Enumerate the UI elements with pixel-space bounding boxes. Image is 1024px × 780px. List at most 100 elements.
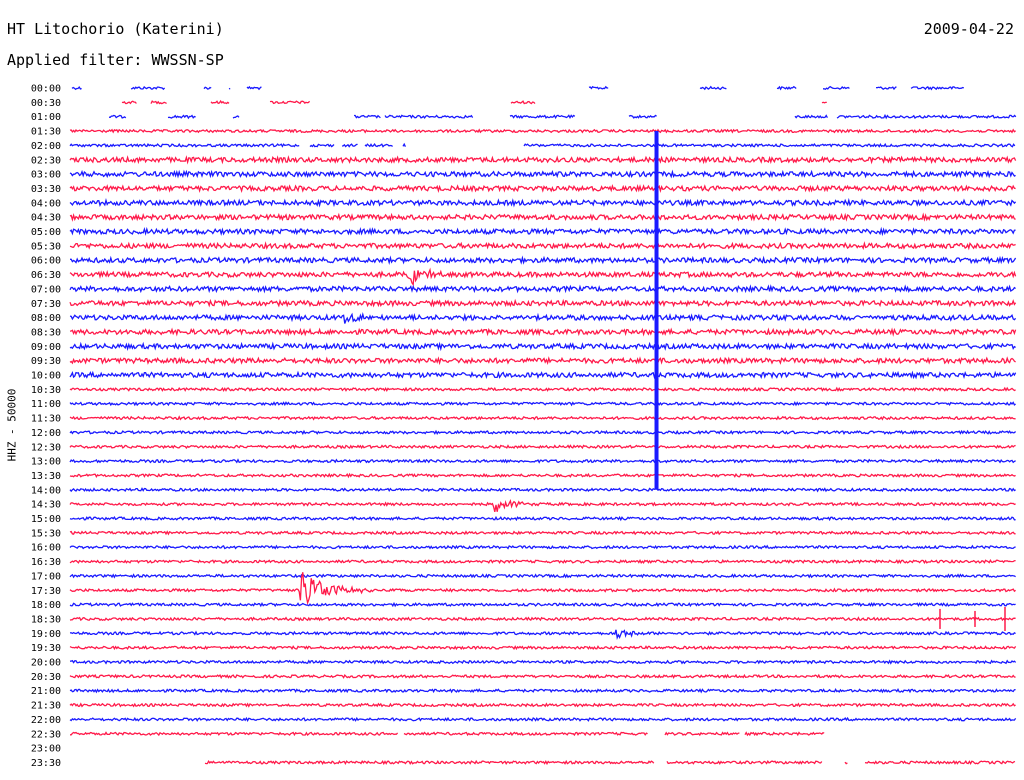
row-time-label: 02:30 — [31, 155, 61, 166]
seismic-trace — [776, 85, 797, 91]
seismic-trace — [70, 255, 1017, 265]
seismic-trace — [69, 472, 1016, 479]
seismic-trace — [69, 573, 1016, 579]
seismic-trace — [121, 100, 137, 105]
row-time-label: 11:00 — [31, 399, 61, 410]
row-time-label: 15:30 — [31, 528, 61, 539]
seismic-trace — [69, 429, 1017, 436]
row-time-label: 22:30 — [31, 729, 61, 740]
seismic-trace — [71, 86, 82, 91]
row-time-label: 13:30 — [31, 471, 61, 482]
row-time-label: 17:00 — [31, 571, 61, 582]
seismic-trace — [69, 572, 1016, 606]
seismic-trace — [69, 498, 1016, 513]
row-time-label: 00:30 — [31, 98, 61, 109]
seismic-trace — [130, 86, 166, 91]
seismic-trace — [69, 401, 1016, 407]
seismic-trace — [69, 716, 1017, 723]
row-time-label: 19:30 — [31, 643, 61, 654]
seismic-trace — [69, 267, 1017, 287]
row-time-label: 20:00 — [31, 658, 61, 669]
row-time-label: 06:30 — [31, 270, 61, 281]
seismic-trace — [69, 645, 1017, 651]
station-title: HT Litochorio (Katerini) — [7, 20, 224, 38]
seismic-trace — [69, 284, 1016, 294]
seismic-trace — [167, 114, 196, 120]
seismic-trace — [364, 142, 393, 148]
row-time-label: 15:00 — [31, 514, 61, 525]
seismic-trace — [69, 311, 1017, 324]
seismic-trace — [744, 731, 825, 737]
row-time-label: 07:00 — [31, 284, 61, 295]
row-time-label: 03:30 — [31, 184, 61, 195]
row-time-label: 09:30 — [31, 356, 61, 367]
seismic-trace — [69, 487, 1016, 493]
seismic-trace — [69, 327, 1017, 337]
seismic-trace — [836, 113, 1017, 120]
seismic-trace — [70, 731, 399, 737]
seismic-trace — [69, 341, 1016, 352]
seismic-trace — [232, 115, 240, 119]
row-time-label: 01:00 — [31, 112, 61, 123]
row-time-label: 02:00 — [31, 141, 61, 152]
row-time-label: 08:00 — [31, 313, 61, 324]
seismic-trace — [309, 143, 335, 148]
seismic-trace — [69, 559, 1016, 565]
row-time-label: 10:00 — [31, 371, 61, 382]
row-time-label: 17:30 — [31, 586, 61, 597]
row-time-label: 18:30 — [31, 614, 61, 625]
seismic-trace — [341, 143, 358, 148]
row-time-label: 01:30 — [31, 127, 61, 138]
seismic-trace — [844, 761, 848, 765]
seismic-trace — [69, 530, 1016, 536]
seismic-trace — [269, 100, 311, 105]
seismic-trace — [794, 114, 828, 119]
row-time-label: 03:00 — [31, 170, 61, 181]
seismic-trace — [69, 629, 1016, 641]
row-time-label: 16:00 — [31, 543, 61, 554]
row-time-label: 14:00 — [31, 485, 61, 496]
seismic-trace — [69, 142, 300, 148]
row-time-label: 09:00 — [31, 342, 61, 353]
row-time-label: 23:00 — [31, 744, 61, 755]
row-time-label: 23:30 — [31, 758, 61, 769]
seismic-trace — [246, 85, 262, 91]
seismic-trace — [664, 731, 740, 737]
row-time-label: 18:00 — [31, 600, 61, 611]
row-time-label: 19:00 — [31, 629, 61, 640]
seismic-trace — [69, 212, 1016, 222]
row-time-label: 20:30 — [31, 672, 61, 683]
seismic-trace — [69, 226, 1016, 237]
seismic-trace — [69, 616, 1016, 622]
seismic-trace — [69, 128, 1017, 134]
row-time-label: 13:00 — [31, 457, 61, 468]
seismic-trace — [69, 544, 1016, 550]
seismic-trace — [69, 197, 1017, 208]
seismic-trace — [69, 155, 1017, 165]
seismic-trace — [69, 169, 1016, 179]
seismic-trace — [210, 99, 230, 105]
row-time-label: 04:30 — [31, 213, 61, 224]
seismic-trace — [823, 85, 850, 91]
seismic-trace — [821, 101, 827, 104]
seismic-trace — [69, 702, 1016, 708]
seismic-trace — [108, 114, 127, 119]
seismic-trace — [875, 86, 897, 91]
seismic-trace — [69, 688, 1016, 694]
seismic-trace — [699, 85, 727, 91]
row-time-label: 14:30 — [31, 500, 61, 511]
seismic-trace — [69, 444, 1016, 450]
row-time-label: 05:30 — [31, 241, 61, 252]
seismic-trace — [69, 601, 1016, 608]
row-time-label: 04:00 — [31, 198, 61, 209]
row-time-label: 16:30 — [31, 557, 61, 568]
seismic-trace — [523, 142, 1016, 148]
seismic-trace — [69, 241, 1016, 251]
row-time-label: 11:30 — [31, 414, 61, 425]
seismic-trace — [69, 415, 1016, 421]
seismic-trace — [510, 100, 536, 105]
row-time-label: 21:00 — [31, 686, 61, 697]
seismic-trace — [628, 114, 657, 119]
seismic-trace — [402, 142, 406, 147]
